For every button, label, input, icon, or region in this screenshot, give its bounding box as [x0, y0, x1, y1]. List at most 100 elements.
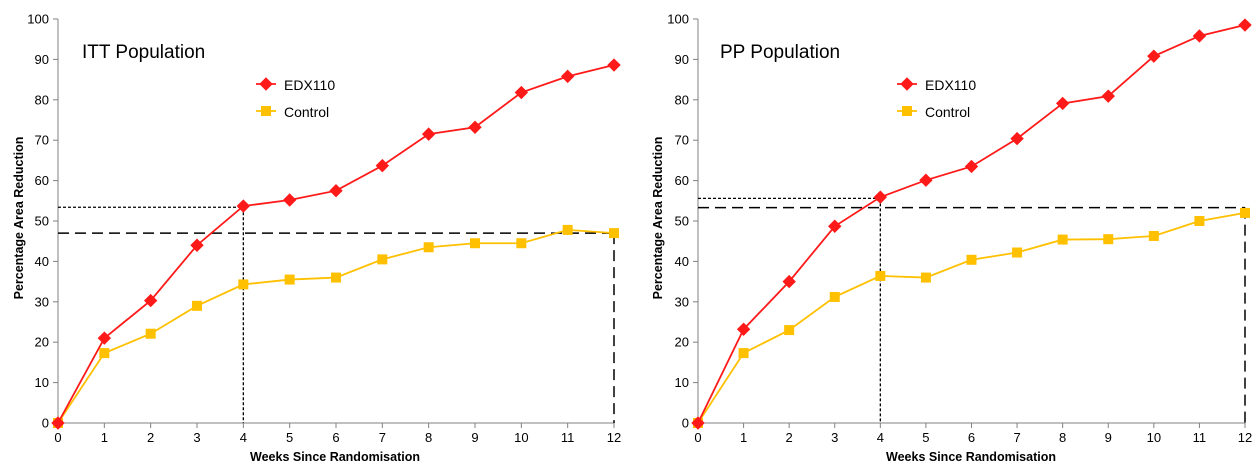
- y-tick-label: 100: [667, 12, 689, 27]
- data-point-control: [145, 328, 156, 339]
- x-tick-label: 11: [1193, 430, 1207, 445]
- x-tick-label: 5: [286, 430, 293, 445]
- x-tick-label: 5: [922, 430, 929, 445]
- y-tick-label: 60: [35, 173, 49, 188]
- data-point-edx110: [607, 58, 621, 72]
- data-point-edx110: [1238, 18, 1252, 32]
- y-axis-title: Percentage Area Reduction: [12, 137, 26, 300]
- x-tick-label: 7: [379, 430, 386, 445]
- data-point-control: [331, 272, 341, 283]
- legend-label-edx110: EDX110: [284, 77, 335, 93]
- data-point-edx110: [1101, 89, 1115, 103]
- data-point-edx110: [236, 199, 251, 213]
- x-tick-label: 1: [101, 430, 108, 445]
- y-tick-label: 90: [675, 52, 689, 67]
- x-tick-label: 9: [471, 430, 478, 445]
- data-point-control: [1148, 230, 1159, 241]
- data-point-edx110: [97, 331, 112, 345]
- data-point-edx110: [375, 158, 390, 173]
- data-point-control: [1194, 216, 1205, 226]
- data-point-edx110: [1055, 96, 1070, 111]
- data-point-edx110: [1192, 29, 1207, 43]
- x-tick-label: 4: [240, 430, 247, 445]
- data-point-control: [609, 228, 619, 239]
- data-point-edx110: [329, 183, 343, 198]
- y-axis-title: Percentage Area Reduction: [651, 137, 665, 300]
- data-point-control: [192, 300, 202, 311]
- data-point-control: [875, 270, 886, 281]
- y-tick-label: 10: [35, 375, 49, 390]
- data-point-edx110: [51, 416, 65, 430]
- data-point-control: [738, 348, 749, 359]
- data-point-control: [99, 348, 110, 359]
- x-tick-label: 8: [425, 430, 432, 445]
- data-point-control: [516, 238, 527, 249]
- data-point-edx110: [514, 85, 529, 100]
- series-line-control: [697, 212, 1246, 424]
- data-point-edx110: [691, 416, 705, 430]
- y-tick-label: 40: [35, 254, 49, 269]
- legend-label-control: Control: [925, 104, 970, 120]
- legend-label-edx110: EDX110: [925, 77, 976, 93]
- x-axis-title: Weeks Since Randomisation: [886, 450, 1056, 464]
- legend-marker-edx110: [900, 77, 914, 91]
- data-point-control: [377, 254, 388, 265]
- data-point-edx110: [1010, 131, 1024, 146]
- y-tick-label: 50: [35, 214, 49, 229]
- data-point-control: [470, 238, 480, 249]
- x-tick-label: 6: [968, 430, 975, 445]
- x-tick-label: 7: [1013, 430, 1020, 445]
- x-axis-title: Weeks Since Randomisation: [250, 450, 420, 464]
- y-tick-label: 50: [675, 214, 689, 229]
- x-tick-label: 6: [332, 430, 339, 445]
- data-point-edx110: [1147, 49, 1161, 63]
- x-tick-label: 3: [193, 430, 200, 445]
- data-point-control: [284, 274, 295, 285]
- y-tick-label: 70: [35, 133, 49, 148]
- data-point-control: [920, 272, 931, 283]
- x-tick-label: 11: [561, 430, 575, 445]
- y-tick-label: 0: [42, 416, 49, 431]
- y-tick-label: 20: [35, 335, 49, 350]
- y-tick-label: 80: [675, 92, 689, 107]
- data-point-edx110: [828, 219, 842, 233]
- legend-label-control: Control: [284, 104, 329, 120]
- chart-title: PP Population: [720, 42, 840, 63]
- data-point-control: [1240, 207, 1250, 218]
- y-tick-label: 100: [27, 12, 49, 27]
- chart-panel-itt: Percentage Area Reduction Weeks Since Ra…: [12, 12, 621, 464]
- x-tick-label: 12: [1238, 430, 1252, 445]
- data-point-edx110: [143, 293, 158, 308]
- y-tick-label: 20: [675, 335, 689, 350]
- data-point-edx110: [282, 193, 297, 207]
- chart-panel-pp: Percentage Area Reduction Weeks Since Ra…: [651, 12, 1252, 464]
- data-point-control: [238, 279, 249, 290]
- data-point-edx110: [190, 238, 204, 252]
- x-tick-label: 8: [1059, 430, 1066, 445]
- x-tick-label: 2: [786, 430, 793, 445]
- legend-marker-control: [902, 106, 912, 116]
- series-line-control: [57, 228, 615, 424]
- x-tick-label: 0: [54, 430, 61, 445]
- x-tick-label: 3: [831, 430, 838, 445]
- x-tick-label: 1: [740, 430, 747, 445]
- data-point-control: [423, 242, 434, 253]
- legend-marker-control: [261, 106, 271, 116]
- data-point-control: [1012, 247, 1023, 258]
- data-point-control: [562, 224, 573, 235]
- y-tick-label: 40: [675, 254, 689, 269]
- data-point-edx110: [468, 120, 482, 134]
- y-tick-label: 0: [682, 416, 689, 431]
- x-tick-label: 9: [1105, 430, 1112, 445]
- y-tick-label: 70: [675, 133, 689, 148]
- x-tick-label: 4: [877, 430, 884, 445]
- y-tick-label: 30: [675, 294, 689, 309]
- data-point-edx110: [560, 69, 575, 84]
- x-tick-label: 2: [147, 430, 154, 445]
- data-point-edx110: [964, 159, 979, 174]
- series-line-edx110: [57, 64, 615, 424]
- legend-marker-edx110: [259, 77, 273, 91]
- x-tick-label: 0: [694, 430, 701, 445]
- data-point-edx110: [782, 274, 796, 289]
